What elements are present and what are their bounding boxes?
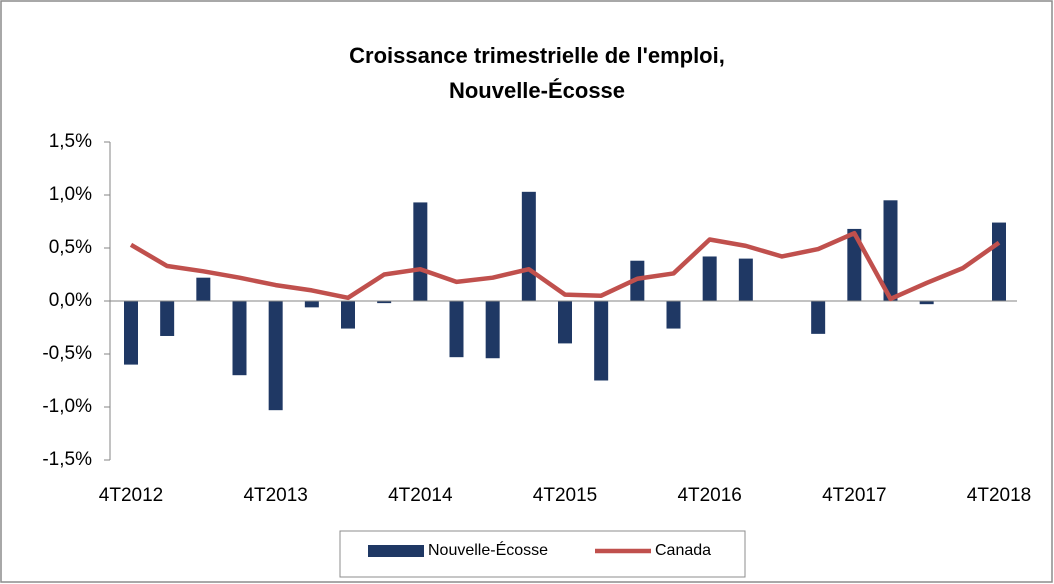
- x-tick-label: 4T2014: [388, 485, 453, 506]
- legend-label: Nouvelle-Écosse: [428, 540, 548, 559]
- bar: [558, 301, 572, 344]
- bar: [666, 301, 681, 329]
- bar: [594, 301, 609, 381]
- bar: [268, 301, 283, 411]
- x-tick-label: 4T2013: [243, 485, 307, 506]
- legend-swatch: [368, 545, 424, 557]
- bar: [847, 228, 862, 301]
- x-tick-label: 4T2016: [677, 485, 741, 506]
- bar: [160, 301, 175, 336]
- y-tick-label: 1,0%: [49, 184, 92, 205]
- chart-title: Nouvelle-Écosse: [449, 78, 625, 103]
- bar: [485, 301, 500, 359]
- bar: [919, 301, 934, 305]
- bar: [124, 301, 138, 365]
- y-tick-label: -1,0%: [42, 396, 92, 417]
- bar: [413, 202, 428, 301]
- bar: [702, 256, 717, 301]
- bar: [992, 222, 1006, 301]
- bar: [304, 301, 319, 308]
- y-tick-label: 1,5%: [49, 131, 92, 152]
- x-tick-label: 4T2015: [533, 485, 597, 506]
- legend-label: Canada: [655, 542, 711, 559]
- y-tick-label: -1,5%: [42, 449, 92, 470]
- y-tick-label: -0,5%: [42, 343, 92, 364]
- bar: [341, 301, 355, 329]
- bar: [811, 301, 826, 334]
- x-tick-label: 4T2012: [99, 485, 163, 506]
- x-tick-label: 4T2018: [967, 485, 1031, 506]
- bar: [196, 277, 211, 301]
- y-tick-label: 0,0%: [49, 290, 92, 311]
- x-tick-label: 4T2017: [822, 485, 886, 506]
- line: [129, 230, 1001, 302]
- bar: [738, 258, 753, 301]
- y-tick-label: 0,5%: [49, 237, 92, 258]
- bar: [883, 200, 898, 301]
- bar: [449, 301, 464, 358]
- bar: [377, 301, 392, 304]
- bar: [521, 191, 536, 301]
- bar: [232, 301, 247, 376]
- chart-title: Croissance trimestrielle de l'emploi,: [349, 43, 725, 68]
